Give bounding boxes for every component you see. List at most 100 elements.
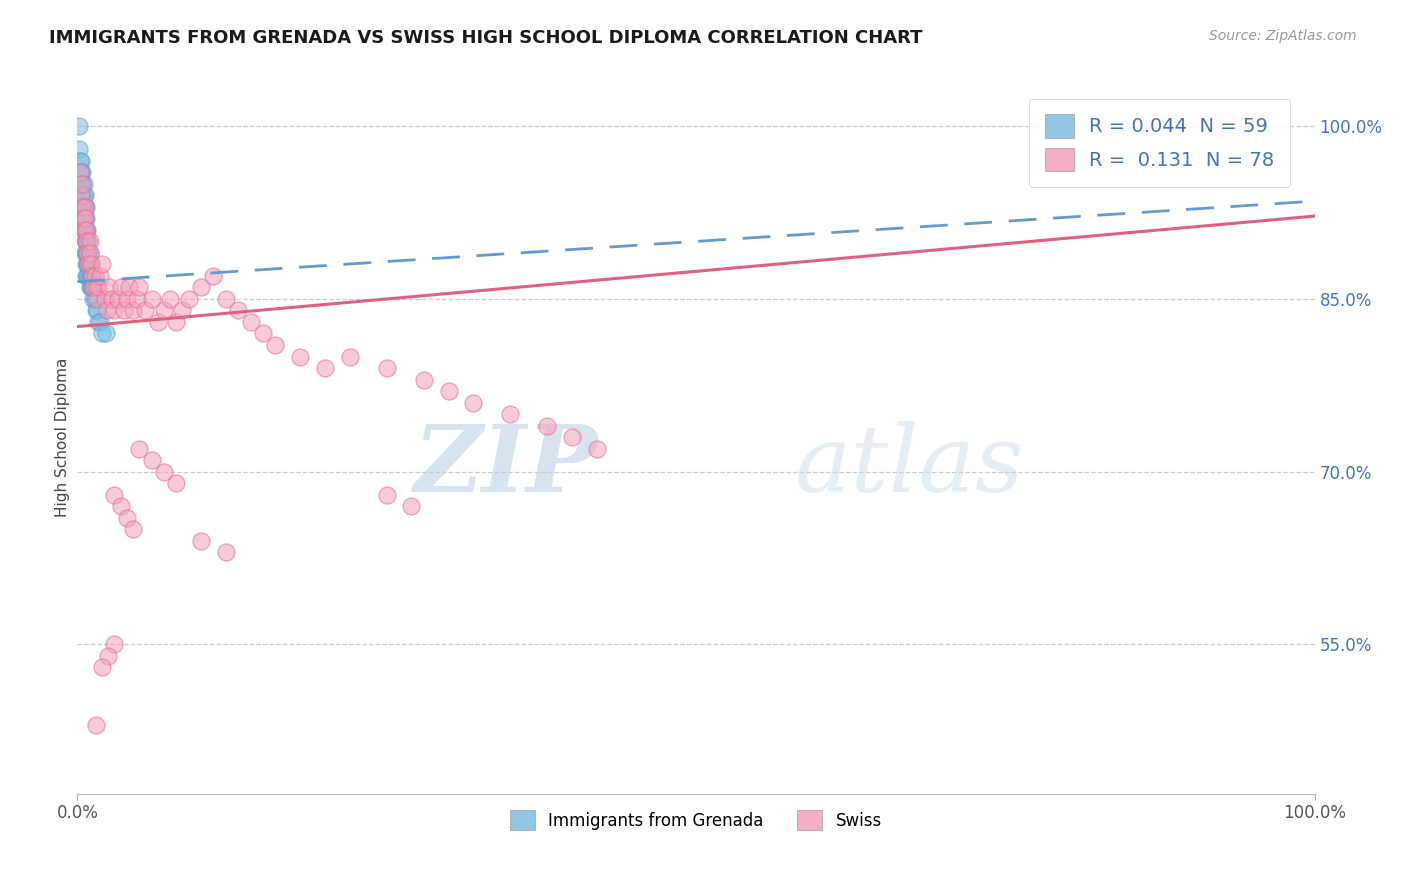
Point <box>73 235 96 249</box>
Point <box>412 372 434 386</box>
Point <box>72 200 94 214</box>
Point <box>80 257 103 271</box>
Point <box>80 257 103 271</box>
Point <box>84 303 107 318</box>
Point <box>72 211 94 226</box>
Point <box>73 246 96 260</box>
Point <box>288 350 311 364</box>
Point <box>122 522 145 536</box>
Point <box>79 246 101 260</box>
Point <box>67 142 90 156</box>
Point <box>128 280 150 294</box>
Point <box>75 211 97 226</box>
Point <box>586 442 609 456</box>
Point <box>79 280 101 294</box>
Point <box>159 292 181 306</box>
Point <box>82 280 104 294</box>
Point <box>89 315 111 329</box>
Point <box>84 718 107 732</box>
Point <box>80 280 103 294</box>
Point <box>69 177 91 191</box>
Point <box>72 223 94 237</box>
Point <box>69 165 91 179</box>
Point <box>536 418 558 433</box>
Point <box>83 268 105 283</box>
Point <box>75 268 97 283</box>
Point <box>89 268 111 283</box>
Point <box>96 303 118 318</box>
Point <box>72 200 94 214</box>
Point <box>94 326 117 341</box>
Point <box>215 292 238 306</box>
Point <box>70 188 93 202</box>
Point <box>76 257 98 271</box>
Point <box>73 200 96 214</box>
Point <box>75 223 97 237</box>
Point <box>70 177 93 191</box>
Point <box>77 257 100 271</box>
Point <box>463 395 485 409</box>
Point <box>73 188 96 202</box>
Point <box>77 246 100 260</box>
Point <box>70 153 93 168</box>
Point <box>83 292 105 306</box>
Point <box>70 188 93 202</box>
Point <box>72 200 94 214</box>
Point <box>107 292 129 306</box>
Point <box>75 223 97 237</box>
Point <box>86 303 108 318</box>
Point <box>77 235 100 249</box>
Point <box>77 257 100 271</box>
Point <box>76 246 98 260</box>
Point <box>561 430 583 444</box>
Point <box>97 648 120 663</box>
Point <box>202 268 225 283</box>
Point <box>339 350 361 364</box>
Point <box>73 211 96 226</box>
Point <box>70 200 93 214</box>
Y-axis label: High School Diploma: High School Diploma <box>55 358 70 516</box>
Point <box>165 315 187 329</box>
Point <box>72 165 94 179</box>
Point <box>82 292 104 306</box>
Point <box>75 200 97 214</box>
Point <box>128 442 150 456</box>
Text: Source: ZipAtlas.com: Source: ZipAtlas.com <box>1209 29 1357 43</box>
Point <box>115 510 138 524</box>
Point <box>72 177 94 191</box>
Point <box>75 246 97 260</box>
Point <box>499 407 522 421</box>
Text: IMMIGRANTS FROM GRENADA VS SWISS HIGH SCHOOL DIPLOMA CORRELATION CHART: IMMIGRANTS FROM GRENADA VS SWISS HIGH SC… <box>49 29 922 46</box>
Point <box>115 292 138 306</box>
Point <box>93 292 115 306</box>
Point <box>72 211 94 226</box>
Point <box>82 280 104 294</box>
Point <box>82 280 104 294</box>
Point <box>79 268 101 283</box>
Point <box>76 268 98 283</box>
Legend: Immigrants from Grenada, Swiss: Immigrants from Grenada, Swiss <box>503 804 889 837</box>
Point <box>264 338 287 352</box>
Point <box>75 257 97 271</box>
Point <box>375 488 398 502</box>
Point <box>134 303 156 318</box>
Point <box>76 235 98 249</box>
Point <box>239 315 262 329</box>
Point <box>146 315 169 329</box>
Point <box>73 223 96 237</box>
Point <box>437 384 460 398</box>
Point <box>172 303 194 318</box>
Point <box>82 268 104 283</box>
Text: ZIP: ZIP <box>413 421 598 510</box>
Point <box>122 303 145 318</box>
Point <box>72 223 94 237</box>
Point <box>69 165 91 179</box>
Point <box>87 315 110 329</box>
Point <box>72 177 94 191</box>
Point <box>73 200 96 214</box>
Point <box>103 303 125 318</box>
Point <box>76 223 98 237</box>
Point <box>314 361 336 376</box>
Point <box>73 211 96 226</box>
Point <box>110 499 132 513</box>
